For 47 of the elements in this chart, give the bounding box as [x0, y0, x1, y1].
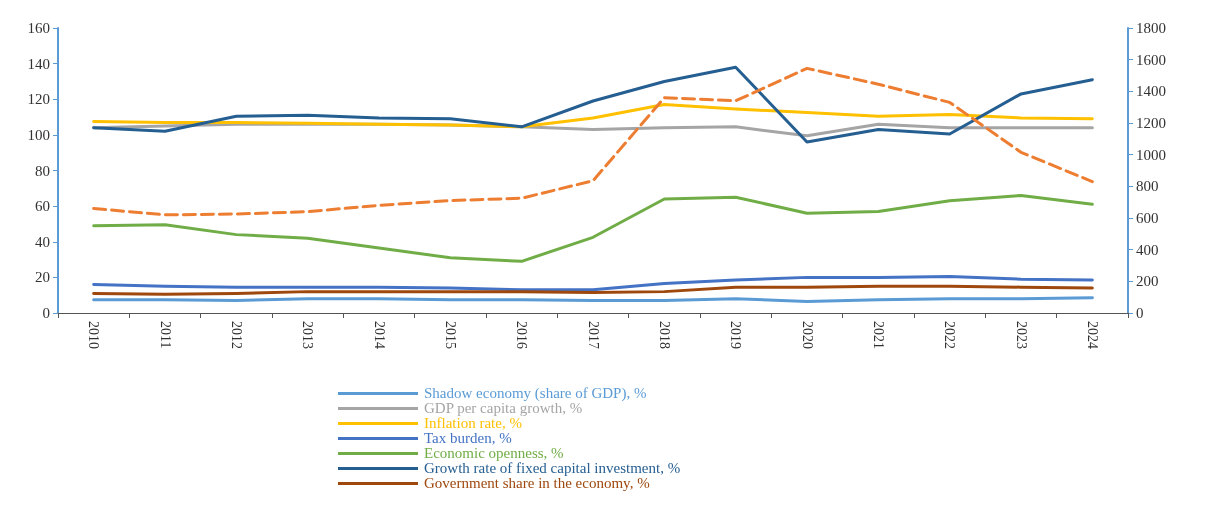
y2-tick-label: 600 [1136, 210, 1159, 226]
y-tick-label: 20 [35, 269, 50, 286]
x-tick-label: 2010 [86, 321, 102, 349]
y-tick-label: 40 [35, 233, 50, 250]
x-tick-label: 2011 [157, 321, 173, 349]
y2-tick-label: 400 [1136, 241, 1159, 258]
text: Growth rate of fixed capital investment, % [424, 460, 681, 476]
line-series [92, 65, 1094, 144]
line-series [92, 66, 1094, 217]
x-tick-label: 2014 [371, 321, 387, 349]
x-tick-label: 2024 [1084, 321, 1100, 349]
y2-tick-label: 1800 [1136, 20, 1166, 36]
x-tick-label: 2020 [799, 321, 815, 349]
x-tick-label: 2017 [585, 321, 601, 349]
text: Government share in the economy, % [424, 475, 650, 491]
x-tick-label: 2021 [870, 321, 886, 349]
y2-tick-label: 1200 [1136, 115, 1166, 131]
x-tick-label: 2012 [228, 321, 244, 349]
line-series [92, 103, 1094, 129]
y-tick-label: 100 [27, 126, 50, 143]
text: Shadow economy (share of GDP), % [424, 385, 647, 401]
y-tick-label: 80 [35, 162, 50, 179]
y-tick-label: 60 [35, 198, 50, 215]
line-series [92, 274, 1094, 292]
x-tick-label: 2016 [514, 321, 530, 349]
y-tick-label: 140 [27, 55, 50, 72]
line-series [92, 193, 1094, 263]
x-tick-label: 2023 [1013, 321, 1029, 349]
y2-tick-label: 1400 [1136, 83, 1166, 100]
x-tick-label: 2013 [300, 321, 316, 349]
y2-tick-label: 1600 [1136, 51, 1166, 68]
text: Economic openness, % [424, 445, 564, 461]
x-tick-label: 2022 [942, 321, 958, 349]
text: GDP per capita growth, % [424, 400, 583, 416]
y-tick-label: 0 [42, 305, 50, 321]
text: Inflation rate, % [424, 415, 522, 431]
text: Tax burden, % [424, 430, 512, 446]
y2-tick-label: 800 [1136, 178, 1159, 195]
x-tick-label: 2018 [656, 321, 672, 349]
y2-tick-label: 200 [1136, 273, 1159, 290]
y2-tick-label: 0 [1136, 305, 1144, 321]
y-tick-label: 160 [27, 20, 50, 36]
x-tick-label: 2015 [442, 321, 458, 349]
y-tick-label: 120 [27, 91, 50, 108]
y2-tick-label: 1000 [1136, 146, 1166, 163]
x-tick-label: 2019 [728, 321, 744, 349]
line-series [92, 284, 1094, 296]
